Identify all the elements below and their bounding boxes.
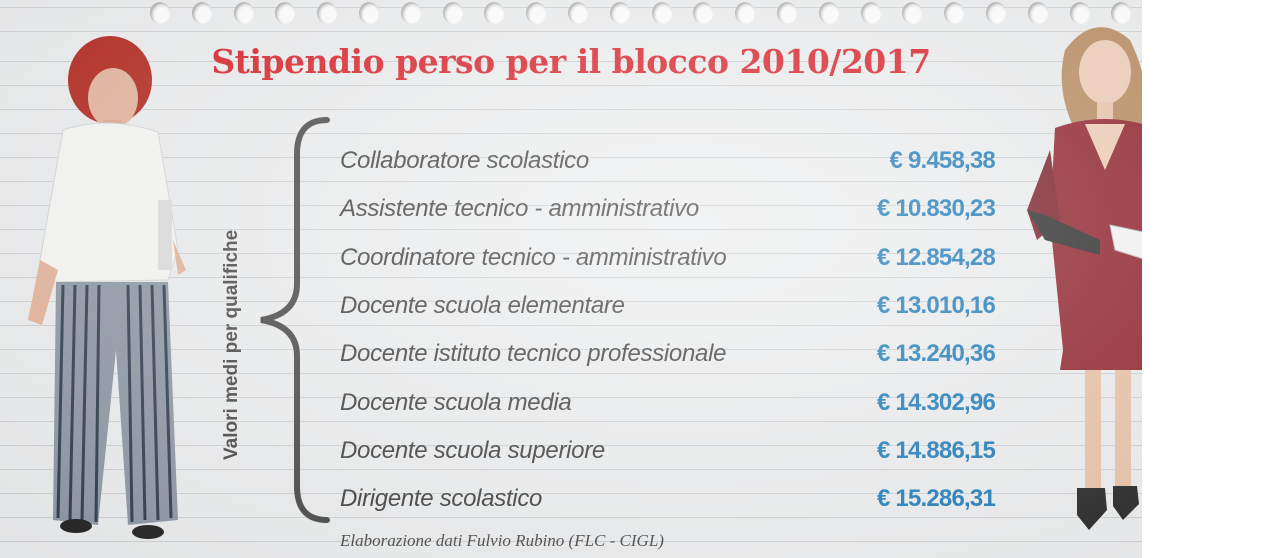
lost-salary-amount: € 9.458,38 bbox=[889, 147, 996, 175]
binder-hole bbox=[693, 2, 714, 24]
salary-row: Docente scuola elementare € 13.010,16 bbox=[340, 282, 996, 330]
binder-hole bbox=[484, 2, 505, 24]
salary-row: Collaboratore scolastico € 9.458,38 bbox=[340, 137, 996, 185]
lost-salary-amount: € 15.286,31 bbox=[877, 485, 996, 513]
binder-hole bbox=[986, 2, 1006, 24]
binder-hole bbox=[1069, 2, 1090, 24]
binder-hole bbox=[818, 2, 839, 24]
role-label: Docente scuola elementare bbox=[340, 292, 625, 320]
salary-row: Docente scuola superiore € 14.886,15 bbox=[340, 427, 996, 475]
binder-hole bbox=[191, 2, 212, 24]
role-label: Collaboratore scolastico bbox=[340, 147, 589, 175]
salary-row: Coordinatore tecnico - amministrativo € 1… bbox=[340, 234, 996, 282]
role-label: Coordinatore tecnico - amministrativo bbox=[340, 243, 727, 271]
binder-hole bbox=[317, 2, 338, 24]
binder-hole bbox=[400, 2, 421, 24]
salary-list: Collaboratore scolastico € 9.458,38 Assist… bbox=[340, 137, 996, 523]
binder-hole bbox=[359, 2, 379, 24]
curly-brace bbox=[260, 117, 330, 523]
binder-holes bbox=[0, 0, 1142, 30]
binder-hole bbox=[275, 2, 296, 24]
binder-hole bbox=[902, 2, 923, 24]
binder-hole bbox=[651, 2, 672, 24]
role-label: Docente scuola superiore bbox=[340, 436, 605, 464]
binder-hole bbox=[777, 2, 797, 24]
binder-hole bbox=[609, 2, 630, 24]
lost-salary-amount: € 14.886,15 bbox=[877, 436, 996, 464]
role-label: Assistente tecnico - amministrativo bbox=[340, 195, 699, 223]
woman-right-photo bbox=[1027, 27, 1142, 530]
lost-salary-amount: € 10.830,23 bbox=[877, 195, 996, 223]
lost-salary-amount: € 12.854,28 bbox=[877, 243, 996, 271]
source-note: Elaborazione dati Fulvio Rubino (FLC - C… bbox=[340, 531, 664, 550]
lost-salary-amount: € 13.240,36 bbox=[877, 340, 996, 368]
woman-left-photo bbox=[28, 36, 186, 539]
role-label: Docente scuola media bbox=[340, 388, 572, 416]
binder-hole bbox=[735, 2, 756, 24]
binder-hole bbox=[568, 2, 588, 24]
salary-row: Assistente tecnico - amministrativo € 10.… bbox=[340, 185, 996, 233]
binder-hole bbox=[442, 2, 463, 24]
role-label: Docente istituto tecnico professionale bbox=[340, 340, 727, 368]
role-label: Dirigente scolastico bbox=[340, 485, 543, 513]
salary-row: Dirigente scolastico € 15.286,31 bbox=[340, 475, 996, 523]
binder-hole bbox=[860, 2, 881, 24]
binder-hole bbox=[1111, 2, 1132, 24]
binder-hole bbox=[944, 2, 965, 24]
notepad-sheet: Stipendio perso per il blocco 2010/2017 … bbox=[0, 0, 1142, 558]
salary-row: Docente scuola media € 14.302,96 bbox=[340, 378, 996, 426]
salary-row: Docente istituto tecnico professionale € … bbox=[340, 330, 996, 378]
binder-hole bbox=[526, 2, 547, 24]
side-label: Valori medi per qualifiche bbox=[221, 229, 242, 460]
infographic-title: Stipendio perso per il blocco 2010/2017 bbox=[211, 42, 931, 81]
binder-hole bbox=[233, 2, 254, 24]
binder-hole bbox=[1027, 2, 1048, 24]
lost-salary-amount: € 14.302,96 bbox=[877, 388, 996, 416]
binder-hole bbox=[150, 2, 170, 24]
lost-salary-amount: € 13.010,16 bbox=[877, 292, 996, 320]
